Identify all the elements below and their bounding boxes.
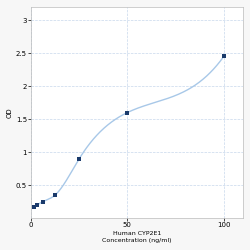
Point bbox=[35, 203, 39, 207]
X-axis label: Human CYP2E1
Concentration (ng/ml): Human CYP2E1 Concentration (ng/ml) bbox=[102, 231, 172, 243]
Point bbox=[222, 54, 226, 58]
Point bbox=[53, 193, 57, 197]
Point bbox=[32, 205, 36, 209]
Y-axis label: OD: OD bbox=[7, 107, 13, 118]
Point bbox=[41, 200, 45, 203]
Point bbox=[126, 110, 130, 114]
Point bbox=[77, 157, 81, 161]
